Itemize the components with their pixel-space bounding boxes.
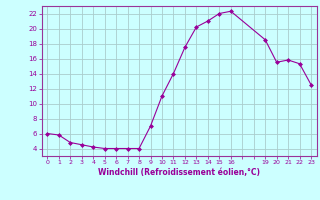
X-axis label: Windchill (Refroidissement éolien,°C): Windchill (Refroidissement éolien,°C) xyxy=(98,168,260,177)
